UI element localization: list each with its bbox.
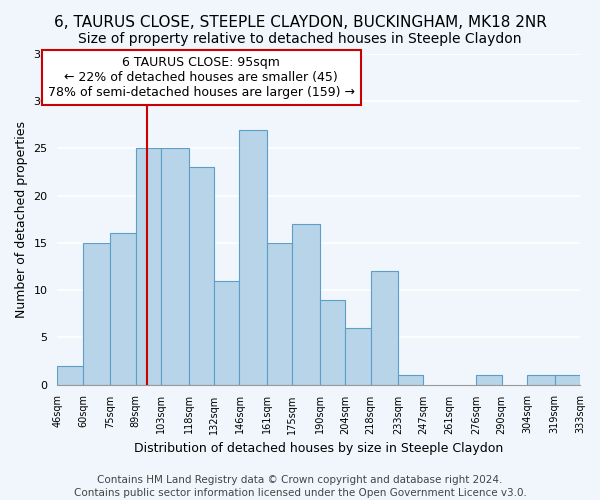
Bar: [161, 148, 188, 384]
Bar: [110, 234, 136, 384]
Bar: [188, 168, 214, 384]
Bar: [320, 300, 345, 384]
Bar: [136, 148, 161, 384]
Bar: [476, 375, 502, 384]
Bar: [292, 224, 320, 384]
Bar: [554, 375, 580, 384]
Bar: [239, 130, 267, 384]
Bar: [267, 243, 292, 384]
Text: Contains public sector information licensed under the Open Government Licence v3: Contains public sector information licen…: [74, 488, 526, 498]
Bar: [371, 271, 398, 384]
Bar: [214, 280, 239, 384]
Bar: [58, 366, 83, 384]
Y-axis label: Number of detached properties: Number of detached properties: [15, 121, 28, 318]
X-axis label: Distribution of detached houses by size in Steeple Claydon: Distribution of detached houses by size …: [134, 442, 503, 455]
Text: 6, TAURUS CLOSE, STEEPLE CLAYDON, BUCKINGHAM, MK18 2NR: 6, TAURUS CLOSE, STEEPLE CLAYDON, BUCKIN…: [53, 15, 547, 30]
Bar: [345, 328, 371, 384]
Text: 6 TAURUS CLOSE: 95sqm
← 22% of detached houses are smaller (45)
78% of semi-deta: 6 TAURUS CLOSE: 95sqm ← 22% of detached …: [48, 56, 355, 99]
Text: Contains HM Land Registry data © Crown copyright and database right 2024.: Contains HM Land Registry data © Crown c…: [97, 475, 503, 485]
Bar: [527, 375, 554, 384]
Bar: [83, 243, 110, 384]
Text: Size of property relative to detached houses in Steeple Claydon: Size of property relative to detached ho…: [78, 32, 522, 46]
Bar: [398, 375, 424, 384]
